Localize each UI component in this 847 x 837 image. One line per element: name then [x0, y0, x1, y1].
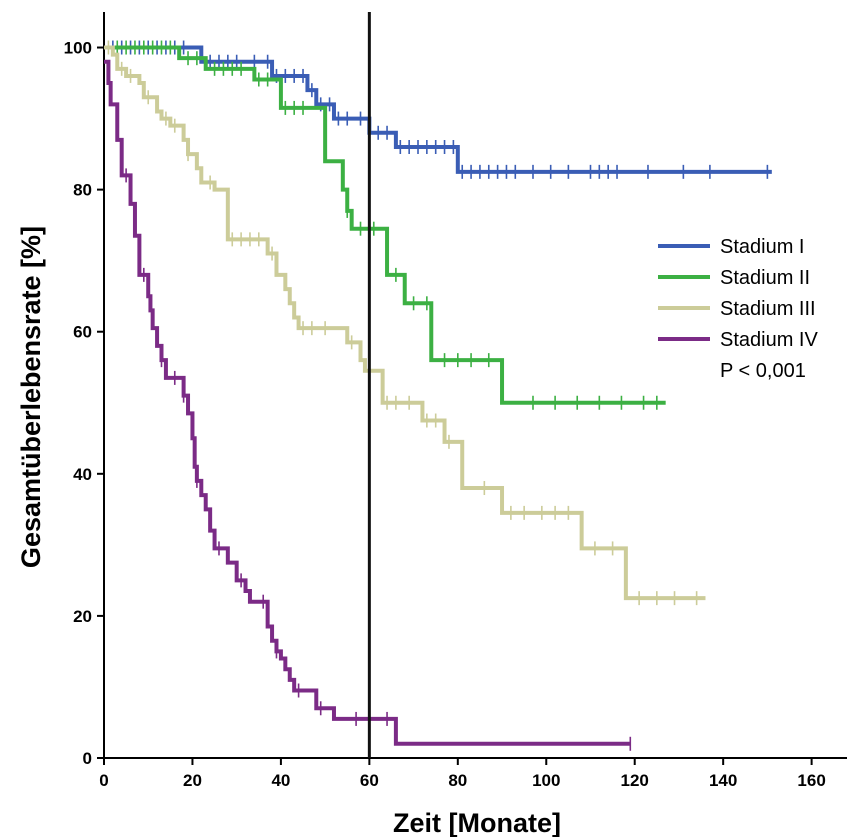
x-tick-label: 40 — [271, 771, 290, 790]
x-tick-label: 120 — [621, 771, 649, 790]
x-tick-label: 80 — [448, 771, 467, 790]
series-line-stadium-ii — [104, 45, 666, 405]
axes — [103, 12, 847, 759]
x-tick-label: 140 — [709, 771, 737, 790]
y-tick-label: 100 — [64, 39, 92, 58]
p-value-annotation: P < 0,001 — [720, 360, 806, 382]
series-stadium-iv — [104, 59, 632, 751]
y-tick-label: 80 — [73, 181, 92, 200]
x-tick-label: 160 — [797, 771, 825, 790]
series-stadium-ii — [104, 40, 666, 410]
series-group — [104, 40, 772, 751]
series-stadium-iii — [104, 40, 706, 606]
x-axis-title: Zeit [Monate] — [393, 808, 561, 837]
series-line-stadium-i — [104, 45, 772, 174]
y-tick-label: 60 — [73, 323, 92, 342]
y-tick-label: 0 — [83, 749, 92, 768]
tick-labels: 0 20 40 60 80 100 120 140 160 0 20 40 60 80 100 — [64, 39, 826, 790]
x-tick-label: 0 — [99, 771, 108, 790]
y-axis-title: Gesamtüberlebensrate [%] — [16, 226, 46, 568]
legend: Stadium I Stadium II Stadium III Stadium IV… — [658, 236, 818, 382]
y-tick-label: 20 — [73, 607, 92, 626]
legend-label-stadium-iv: Stadium IV — [720, 329, 818, 351]
series-line-stadium-iii — [104, 45, 706, 601]
legend-label-stadium-i: Stadium I — [720, 236, 804, 258]
x-tick-label: 100 — [532, 771, 560, 790]
y-tick-label: 40 — [73, 465, 92, 484]
x-tick-label: 60 — [360, 771, 379, 790]
legend-label-stadium-ii: Stadium II — [720, 267, 810, 289]
legend-label-stadium-iii: Stadium III — [720, 298, 816, 320]
x-tick-label: 20 — [183, 771, 202, 790]
series-line-stadium-iv — [104, 59, 631, 746]
